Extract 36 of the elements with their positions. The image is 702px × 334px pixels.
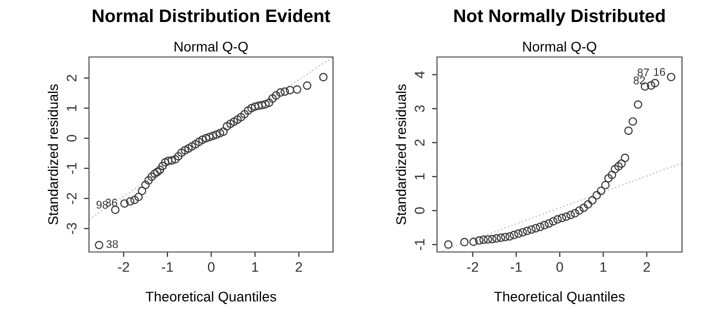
x-axis-title: Theoretical Quantiles <box>494 291 625 304</box>
annotation: 38 <box>106 240 118 248</box>
x-tick-label: 2 <box>644 262 650 272</box>
annotation: 16 <box>654 68 666 76</box>
x-tick-label: 0 <box>556 262 564 272</box>
y-tick-label: 0 <box>66 134 77 142</box>
y-tick-label: -2 <box>66 192 76 204</box>
y-tick-label: 1 <box>66 104 76 111</box>
chart-title: Not Normally Distributed <box>454 8 665 26</box>
y-tick-label: 4 <box>414 71 424 78</box>
x-tick-label: 0 <box>208 262 215 272</box>
y-tick-label: 0 <box>414 207 425 214</box>
annotation: 36 <box>106 198 118 207</box>
x-tick-label: -1 <box>162 262 173 272</box>
y-axis-title: Standardized residuals <box>48 84 58 225</box>
y-tick-label: -1 <box>66 162 76 174</box>
x-tick-label: 1 <box>600 262 606 272</box>
x-tick-label: 1 <box>252 262 258 272</box>
x-tick-label: -1 <box>510 262 522 272</box>
x-tick-label: -2 <box>118 262 130 272</box>
y-tick-label: 2 <box>414 139 424 146</box>
chart-subtitle: Normal Q-Q <box>523 41 596 54</box>
y-tick-label: -1 <box>414 239 424 250</box>
y-tick-label: 2 <box>66 74 76 82</box>
annotation: 98 <box>96 200 108 209</box>
chart-title: Normal Distribution Evident <box>92 8 330 22</box>
y-tick-label: -3 <box>66 222 77 234</box>
y-tick-label: 3 <box>414 105 425 112</box>
x-axis-title: Theoretical Quantiles <box>146 291 276 304</box>
chart-subtitle: Normal Q-Q <box>174 41 248 54</box>
x-tick-label: -2 <box>467 262 478 272</box>
annotation: 87 <box>638 68 649 76</box>
y-tick-label: 1 <box>414 173 424 180</box>
y-axis-title: Standardized residuals <box>396 84 406 225</box>
annotation: 82 <box>634 76 645 84</box>
x-tick-label: 2 <box>296 262 302 272</box>
